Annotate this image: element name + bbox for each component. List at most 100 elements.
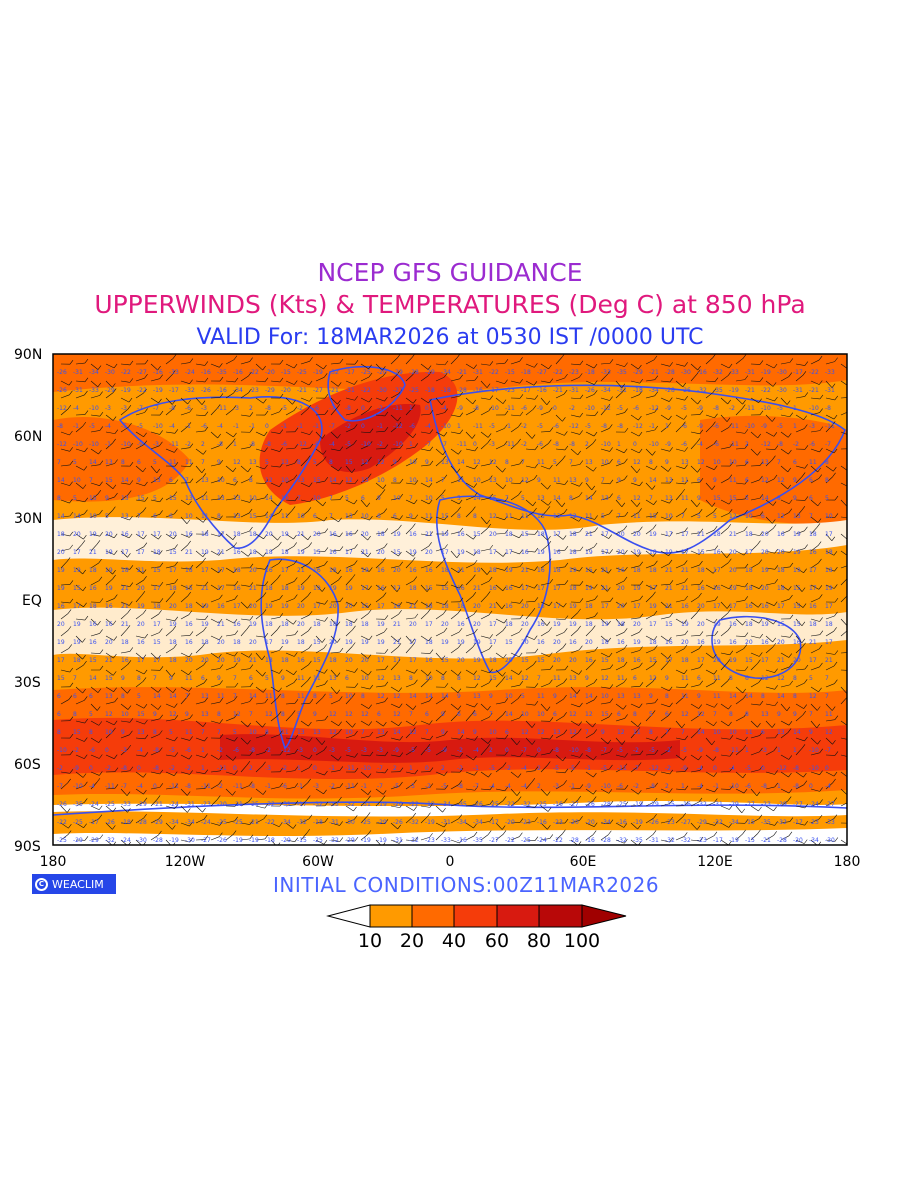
wind-barb: [465, 496, 475, 501]
wind-barb: [480, 363, 490, 366]
wind-barb-flag: [99, 391, 103, 396]
wind-barb-flag: [186, 519, 191, 524]
wind-barb: [720, 363, 730, 369]
temperature-value: 18: [169, 657, 177, 664]
wind-barb-flag: [84, 410, 89, 415]
temperature-value: 17: [601, 603, 609, 610]
wind-barb: [465, 465, 475, 470]
temperature-value: -2: [665, 765, 671, 772]
temperature-value: 1: [457, 423, 461, 430]
wind-barb: [435, 493, 443, 501]
wind-barb: [435, 363, 445, 366]
wind-barb-flag: [234, 377, 239, 383]
wind-barb-flag: [278, 482, 283, 487]
wind-barb-flag: [367, 473, 372, 478]
temperature-value: 14: [777, 693, 785, 700]
temperature-value: 9: [153, 711, 157, 718]
wind-barb: [345, 499, 355, 505]
wind-barb-flag: [174, 429, 179, 434]
wind-barb: [135, 482, 145, 487]
temperature-value: 1: [793, 405, 797, 412]
temperature-value: -5: [89, 423, 95, 430]
temperature-value: -32: [697, 387, 707, 394]
temperature-value: 10: [313, 495, 321, 502]
temperature-value: -19: [233, 837, 243, 844]
wind-barb-flag: [818, 355, 823, 361]
wind-barb-flag: [444, 408, 448, 413]
wind-barb: [120, 397, 130, 403]
temperature-value: 1: [777, 747, 781, 754]
chart-subtitle: UPPERWINDS (Kts) & TEMPERATURES (Deg C) …: [94, 290, 806, 319]
wind-barb-flag: [474, 446, 479, 452]
temperature-value: 10: [489, 729, 497, 736]
temperature-value: 21: [473, 585, 481, 592]
wind-barb: [150, 533, 159, 540]
wind-barb-flag: [396, 370, 401, 375]
wind-barb-flag: [249, 498, 253, 503]
temperature-value: 16: [761, 603, 769, 610]
wind-barb-flag: [219, 393, 224, 398]
temperature-value: -16: [585, 837, 595, 844]
temperature-value: -19: [313, 369, 323, 376]
wind-barb: [315, 363, 324, 370]
temperature-value: 18: [313, 621, 321, 628]
temperature-value: -7: [121, 783, 127, 790]
temperature-value: 10: [537, 711, 545, 718]
temperature-value: -9: [697, 747, 703, 754]
wind-barb: [315, 516, 325, 522]
wind-barb-flag: [819, 380, 823, 385]
temperature-value: 16: [409, 531, 417, 538]
temperature-value: 10: [89, 513, 97, 520]
temperature-value: 10: [73, 477, 81, 484]
temperature-value: 19: [761, 567, 769, 574]
temperature-value: 14: [457, 459, 465, 466]
wind-barb: [285, 363, 295, 369]
wind-barb: [120, 426, 129, 433]
wind-barb: [375, 482, 384, 489]
temperature-value: 16: [105, 603, 113, 610]
wind-barb: [165, 431, 175, 434]
wind-barb-flag: [99, 426, 104, 431]
temperature-value: -1: [73, 423, 79, 430]
wind-barb-flag: [564, 373, 568, 379]
temperature-value: -5: [649, 747, 655, 754]
temperature-value: 13: [121, 495, 129, 502]
wind-barb-flag: [578, 492, 583, 497]
wind-barb: [540, 510, 548, 518]
temperature-value: -3: [201, 405, 207, 412]
wind-barb: [165, 513, 175, 518]
temperature-value: -5: [345, 441, 351, 448]
wind-barb: [495, 380, 505, 385]
wind-barb: [300, 431, 310, 435]
temperature-value: 15: [441, 657, 449, 664]
wind-barb: [345, 380, 355, 385]
temperature-value: 19: [633, 549, 641, 556]
temperature-value: -6: [713, 423, 719, 430]
temperature-value: 21: [665, 567, 673, 574]
wind-barb-flag: [232, 535, 237, 540]
wind-barb: [630, 499, 638, 507]
wind-barb-flag: [669, 515, 673, 521]
temperature-value: 17: [745, 549, 753, 556]
wind-barb-flag: [219, 459, 224, 465]
temperature-value: -10: [489, 405, 499, 412]
temperature-value: -2: [169, 765, 175, 772]
temperature-value: 17: [361, 585, 369, 592]
temperature-value: 13: [553, 729, 561, 736]
wind-barb-flag: [112, 506, 116, 511]
temperature-value: 17: [409, 639, 417, 646]
wind-barb: [720, 375, 729, 382]
temperature-value: -18: [425, 387, 435, 394]
temperature-value: -31: [393, 837, 403, 844]
temperature-value: 20: [57, 621, 65, 628]
wind-barb-flag: [624, 408, 628, 413]
temperature-value: 19: [585, 549, 593, 556]
wind-barb: [330, 465, 339, 472]
temperature-value: 20: [745, 639, 753, 646]
wind-barb: [210, 463, 220, 467]
wind-barb: [450, 510, 458, 518]
temperature-value: -33: [121, 801, 131, 808]
wind-barb: [765, 397, 775, 402]
wind-barb: [585, 494, 594, 501]
wind-barb-flag: [219, 376, 224, 382]
